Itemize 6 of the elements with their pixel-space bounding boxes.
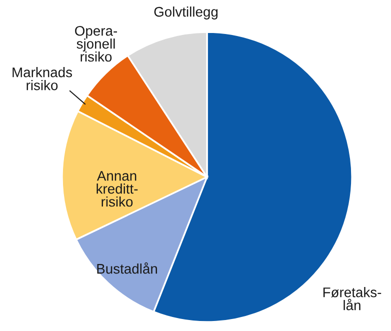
slice-label: Marknads risiko: [12, 67, 72, 90]
slice-label: Golvtillegg: [154, 6, 218, 20]
slice-label: Opera- sjonell risiko: [75, 26, 117, 62]
slice-label: Annan kreditt- risiko: [96, 171, 138, 207]
slice-label: Bustadlån: [97, 262, 157, 274]
slice-label: Føretaks- lån: [323, 287, 382, 310]
